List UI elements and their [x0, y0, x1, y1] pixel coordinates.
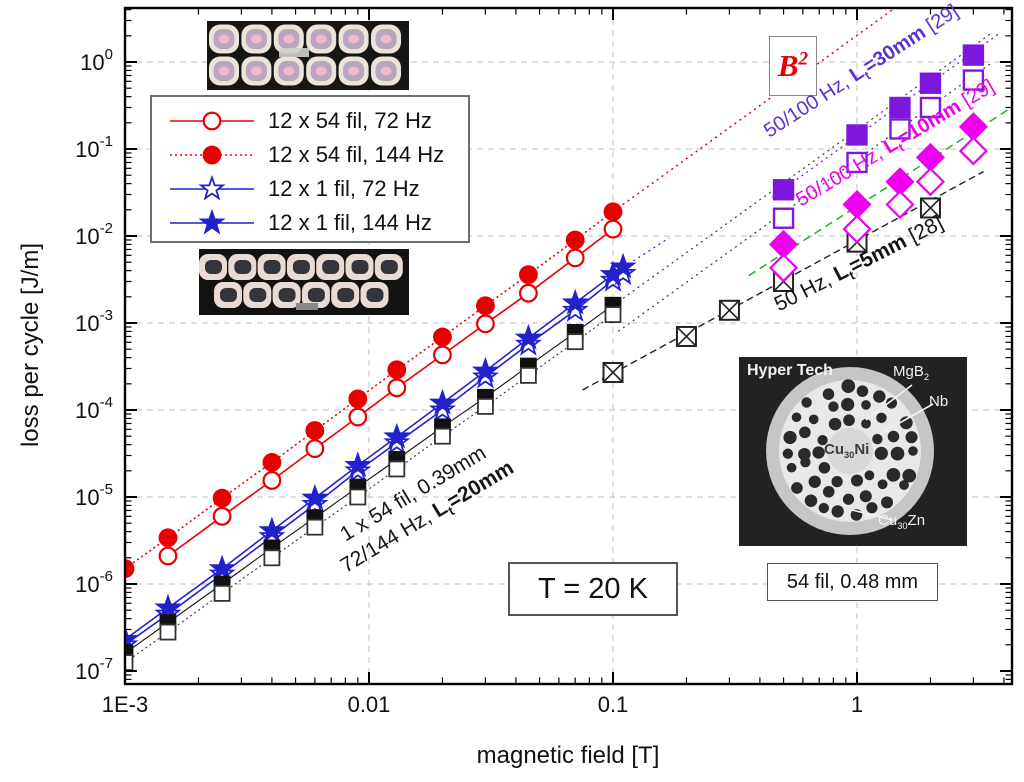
- legend-item-12x54-144hz: 12 x 54 fil, 144 Hz: [166, 138, 468, 172]
- hyper-tech-label: Hyper Tech: [747, 362, 833, 379]
- svg-text:1E-3: 1E-3: [102, 692, 148, 717]
- svg-text:1: 1: [851, 692, 863, 717]
- legend-label: 12 x 1 fil, 72 Hz: [268, 176, 420, 201]
- filled-circle-marker-icon: [170, 145, 254, 165]
- open-circle-marker-icon: [170, 111, 254, 131]
- mgb2-label: MgB2: [893, 363, 930, 382]
- svg-text:0.1: 0.1: [598, 692, 629, 717]
- svg-text:100: 100: [80, 46, 113, 75]
- filled-star-marker-icon: [170, 209, 254, 235]
- svg-text:10-1: 10-1: [75, 133, 113, 162]
- legend-item-12x54-72hz: 12 x 54 fil, 72 Hz: [166, 104, 468, 138]
- cu30zn-label: Cu30Zn: [878, 512, 926, 531]
- y-axis-title: loss per cycle [J/m]: [17, 242, 44, 448]
- svg-text:10-3: 10-3: [75, 307, 113, 336]
- svg-text:10-5: 10-5: [75, 481, 113, 510]
- open-star-marker-icon: [170, 175, 254, 201]
- legend-label: 12 x 54 fil, 144 Hz: [268, 142, 445, 167]
- svg-text:0.01: 0.01: [348, 692, 391, 717]
- cu30ni-label: Cu30Ni: [824, 441, 870, 460]
- svg-text:10-7: 10-7: [75, 655, 113, 684]
- legend-label: 12 x 1 fil, 144 Hz: [268, 210, 432, 235]
- svg-text:10-2: 10-2: [75, 220, 113, 249]
- b-squared-label: B2: [769, 36, 817, 96]
- wire-spec-box: 54 fil, 0.48 mm: [767, 563, 938, 601]
- temperature-box: T = 20 K: [508, 562, 678, 616]
- nb-label: Nb: [929, 393, 949, 410]
- x-axis-title: magnetic field [T]: [476, 742, 660, 769]
- svg-text:10-4: 10-4: [75, 394, 113, 423]
- svg-text:10-6: 10-6: [75, 568, 113, 597]
- legend-label: 12 x 54 fil, 72 Hz: [268, 108, 432, 133]
- legend-item-12x1-72hz: 12 x 1 fil, 72 Hz: [166, 172, 468, 206]
- legend: 12 x 54 fil, 72 Hz 12 x 54 fil, 144 Hz 1…: [150, 95, 470, 243]
- legend-item-12x1-144hz: 12 x 1 fil, 144 Hz: [166, 206, 468, 240]
